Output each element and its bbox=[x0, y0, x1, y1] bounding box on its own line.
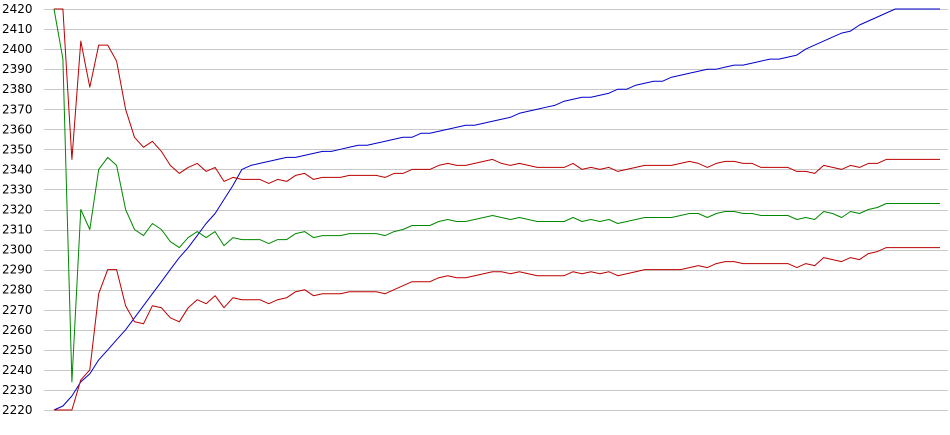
y-tick-label: 2280 bbox=[2, 283, 33, 297]
y-axis-tick-labels: 2220 2230 2240 2250 2260 2270 2280 2290 2300 2310… bbox=[2, 2, 33, 417]
grid-lines bbox=[44, 9, 948, 411]
y-tick-label: 2240 bbox=[2, 363, 33, 377]
y-tick-label: 2270 bbox=[2, 303, 33, 317]
y-tick-label: 2390 bbox=[2, 62, 33, 76]
y-tick-label: 2260 bbox=[2, 323, 33, 337]
y-tick-label: 2350 bbox=[2, 142, 33, 156]
y-tick-label: 2420 bbox=[2, 2, 33, 16]
series-line-2 bbox=[54, 8, 940, 184]
y-tick-label: 2300 bbox=[2, 243, 33, 257]
y-tick-label: 2220 bbox=[2, 403, 33, 417]
y-tick-label: 2400 bbox=[2, 42, 33, 56]
y-tick-label: 2380 bbox=[2, 82, 33, 96]
y-tick-label: 2250 bbox=[2, 343, 33, 357]
y-tick-label: 2290 bbox=[2, 263, 33, 277]
y-tick-label: 2360 bbox=[2, 122, 33, 136]
y-tick-label: 2320 bbox=[2, 203, 33, 217]
series-line-4 bbox=[54, 247, 940, 411]
series-line-3 bbox=[53, 8, 940, 383]
y-tick-label: 2370 bbox=[2, 102, 33, 116]
series-line-1 bbox=[53, 8, 940, 411]
y-tick-label: 2340 bbox=[2, 162, 33, 176]
y-tick-label: 2410 bbox=[2, 22, 33, 36]
y-tick-label: 2310 bbox=[2, 223, 33, 237]
series-lines bbox=[53, 8, 940, 411]
y-tick-label: 2330 bbox=[2, 182, 33, 196]
y-tick-label: 2230 bbox=[2, 383, 33, 397]
